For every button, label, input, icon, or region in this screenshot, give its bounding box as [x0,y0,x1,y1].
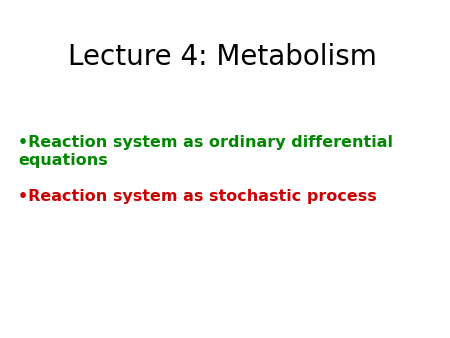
Text: •Reaction system as stochastic process: •Reaction system as stochastic process [18,189,377,204]
Text: Lecture 4: Metabolism: Lecture 4: Metabolism [68,44,376,71]
Text: •Reaction system as ordinary differential
equations: •Reaction system as ordinary differentia… [18,135,393,168]
